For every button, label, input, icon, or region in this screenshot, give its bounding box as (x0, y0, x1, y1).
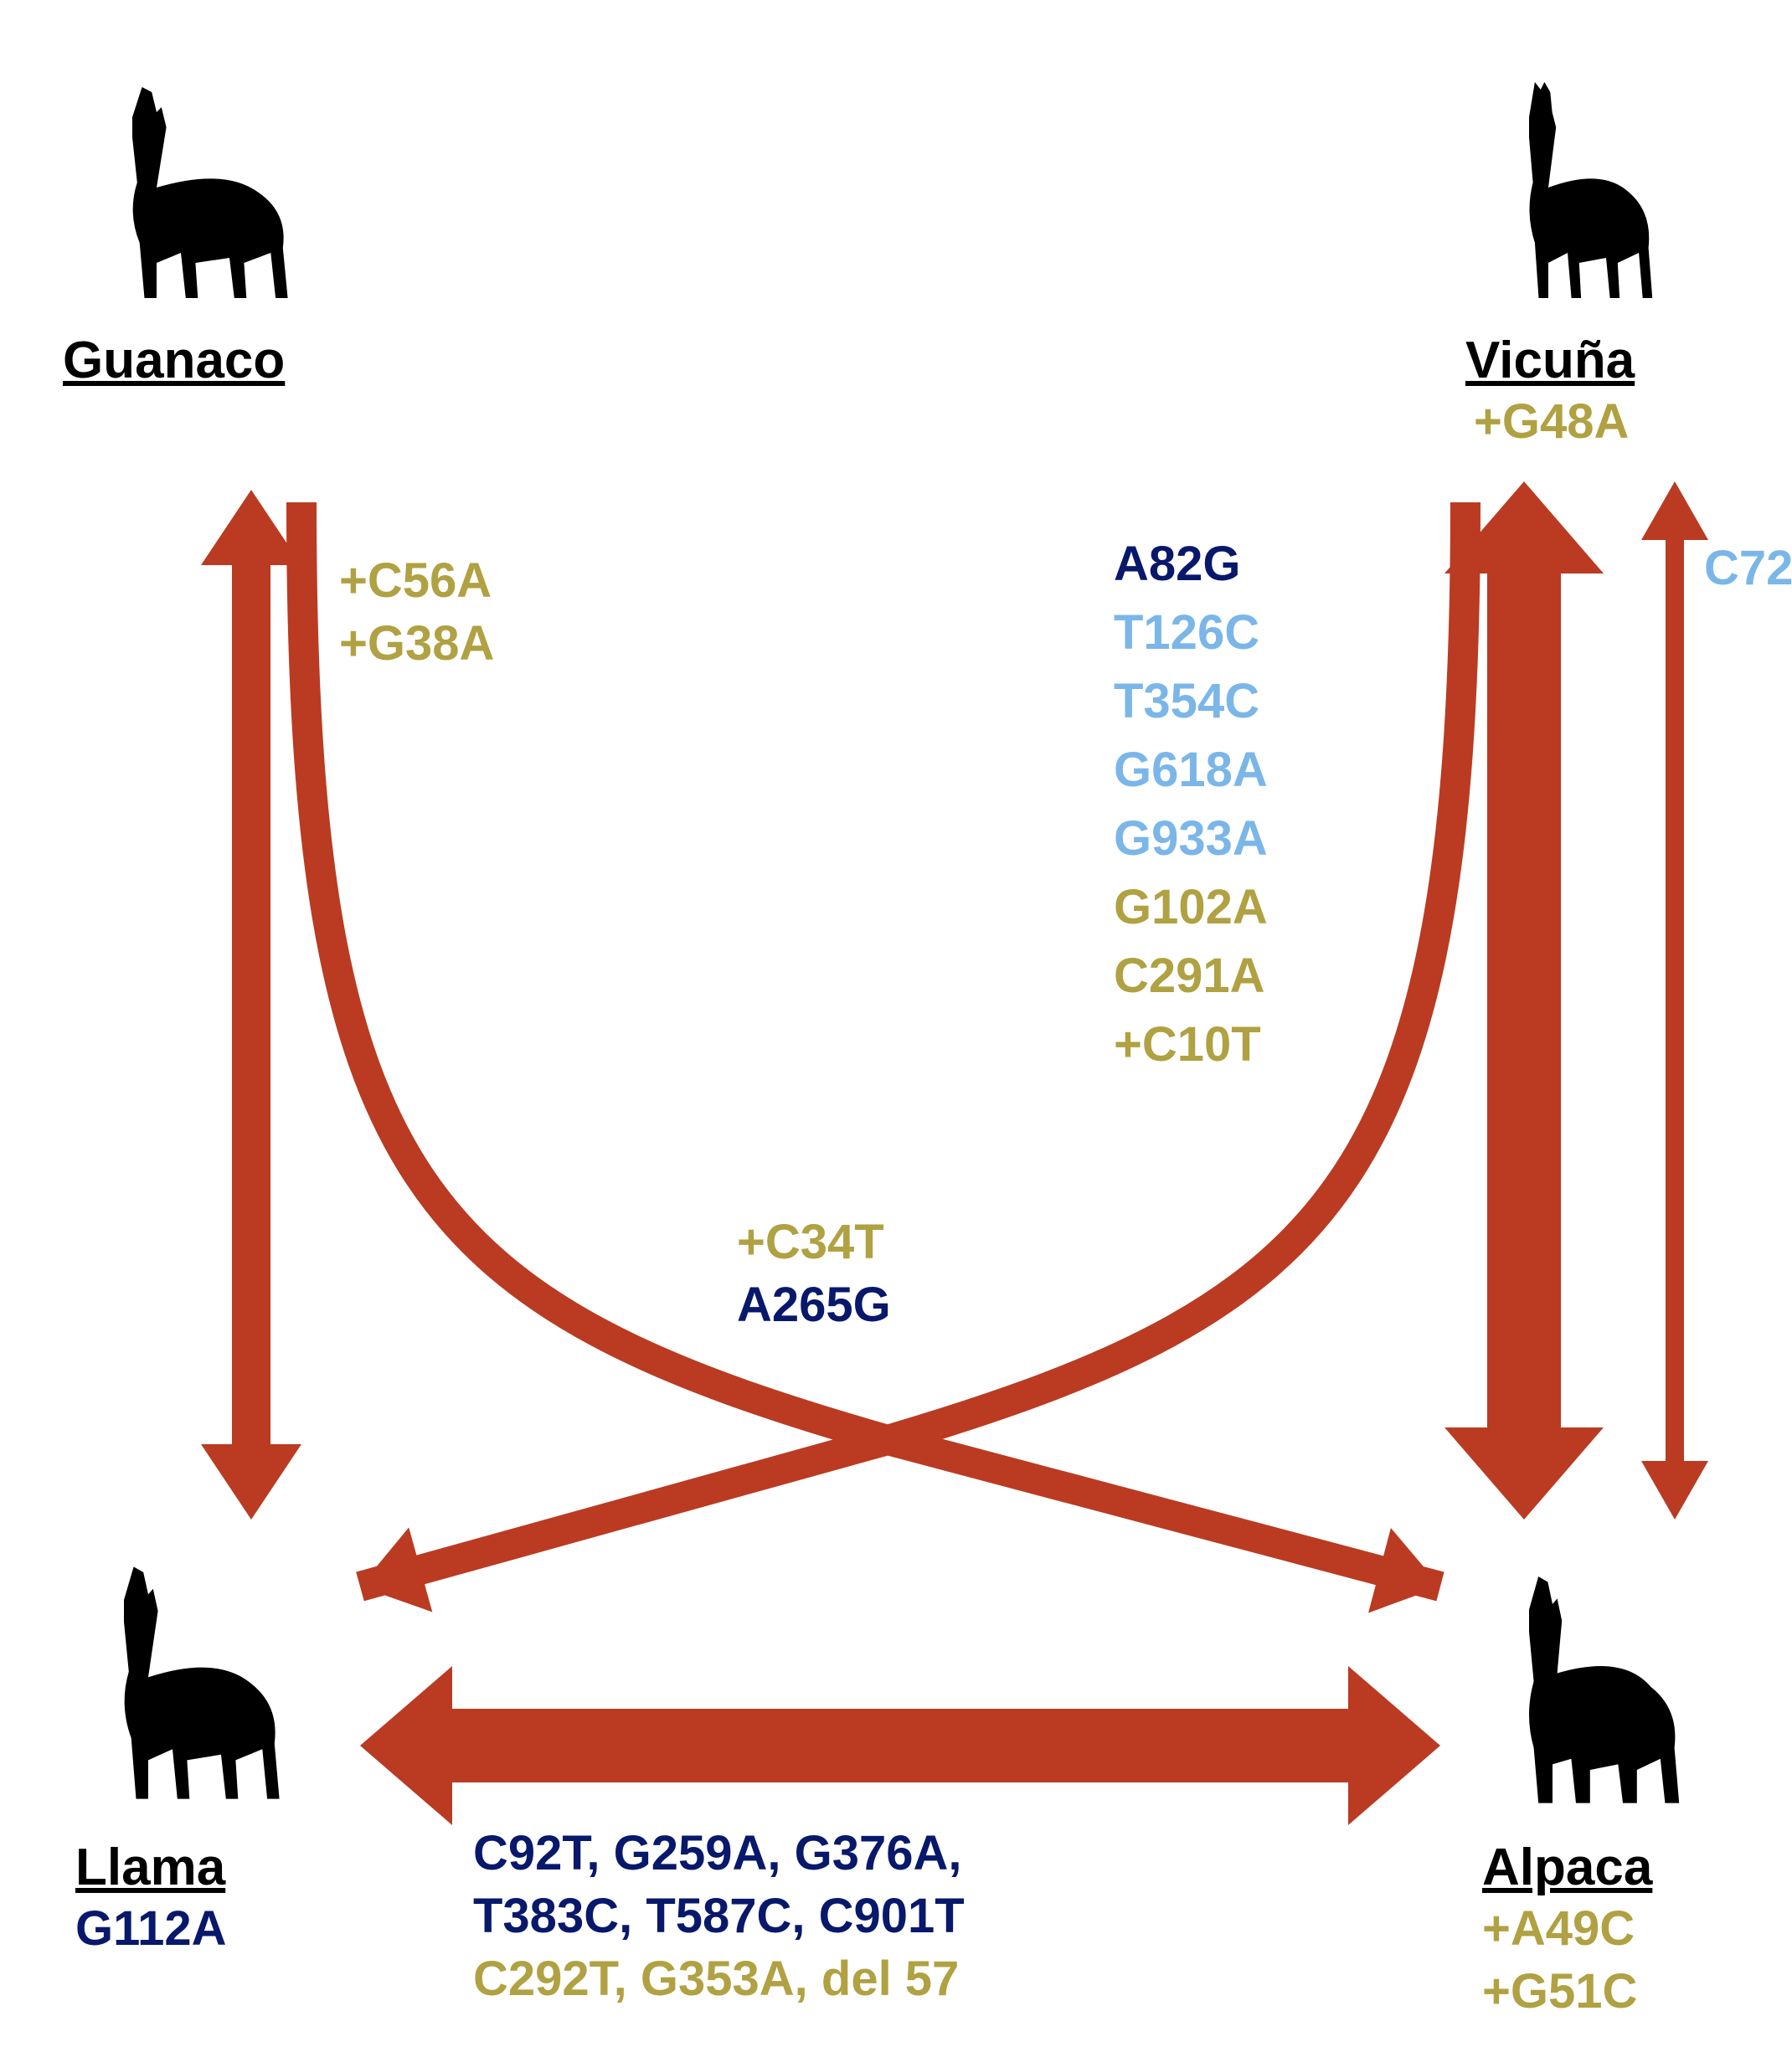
mutation-label: T126C (1114, 604, 1259, 661)
mutation-label: G112A (75, 1900, 227, 1957)
mutation-label: C291A (1114, 948, 1265, 1004)
mutation-label: +G38A (339, 615, 494, 671)
species-guanaco: Guanaco (63, 331, 285, 390)
diagram-canvas (0, 0, 1792, 2047)
mutation-label: +G48A (1474, 393, 1629, 450)
species-alpaca: Alpaca (1482, 1838, 1652, 1897)
species-llama: Llama (75, 1838, 225, 1897)
mutation-label: +C10T (1114, 1016, 1261, 1072)
mutation-label: +A49C (1482, 1900, 1635, 1957)
species-vicuna: Vicuña (1465, 331, 1635, 390)
mutation-label: G933A (1114, 810, 1268, 867)
mutation-label: +C56A (339, 553, 492, 609)
mutation-label: C72G (1704, 540, 1792, 596)
mutation-label: A265G (737, 1277, 891, 1333)
mutation-label: A82G (1114, 536, 1241, 592)
mutation-label: +C34T (737, 1214, 884, 1270)
mutation-label: T354C (1114, 673, 1259, 729)
mutation-label: C92T, G259A, G376A, (473, 1825, 962, 1881)
mutation-label: C292T, G353A, del 57 (473, 1951, 959, 2007)
mutation-label: +G51C (1482, 1963, 1637, 2019)
mutation-label: G102A (1114, 879, 1268, 935)
mutation-label: G618A (1114, 742, 1268, 798)
mutation-label: T383C, T587C, C901T (473, 1888, 965, 1944)
